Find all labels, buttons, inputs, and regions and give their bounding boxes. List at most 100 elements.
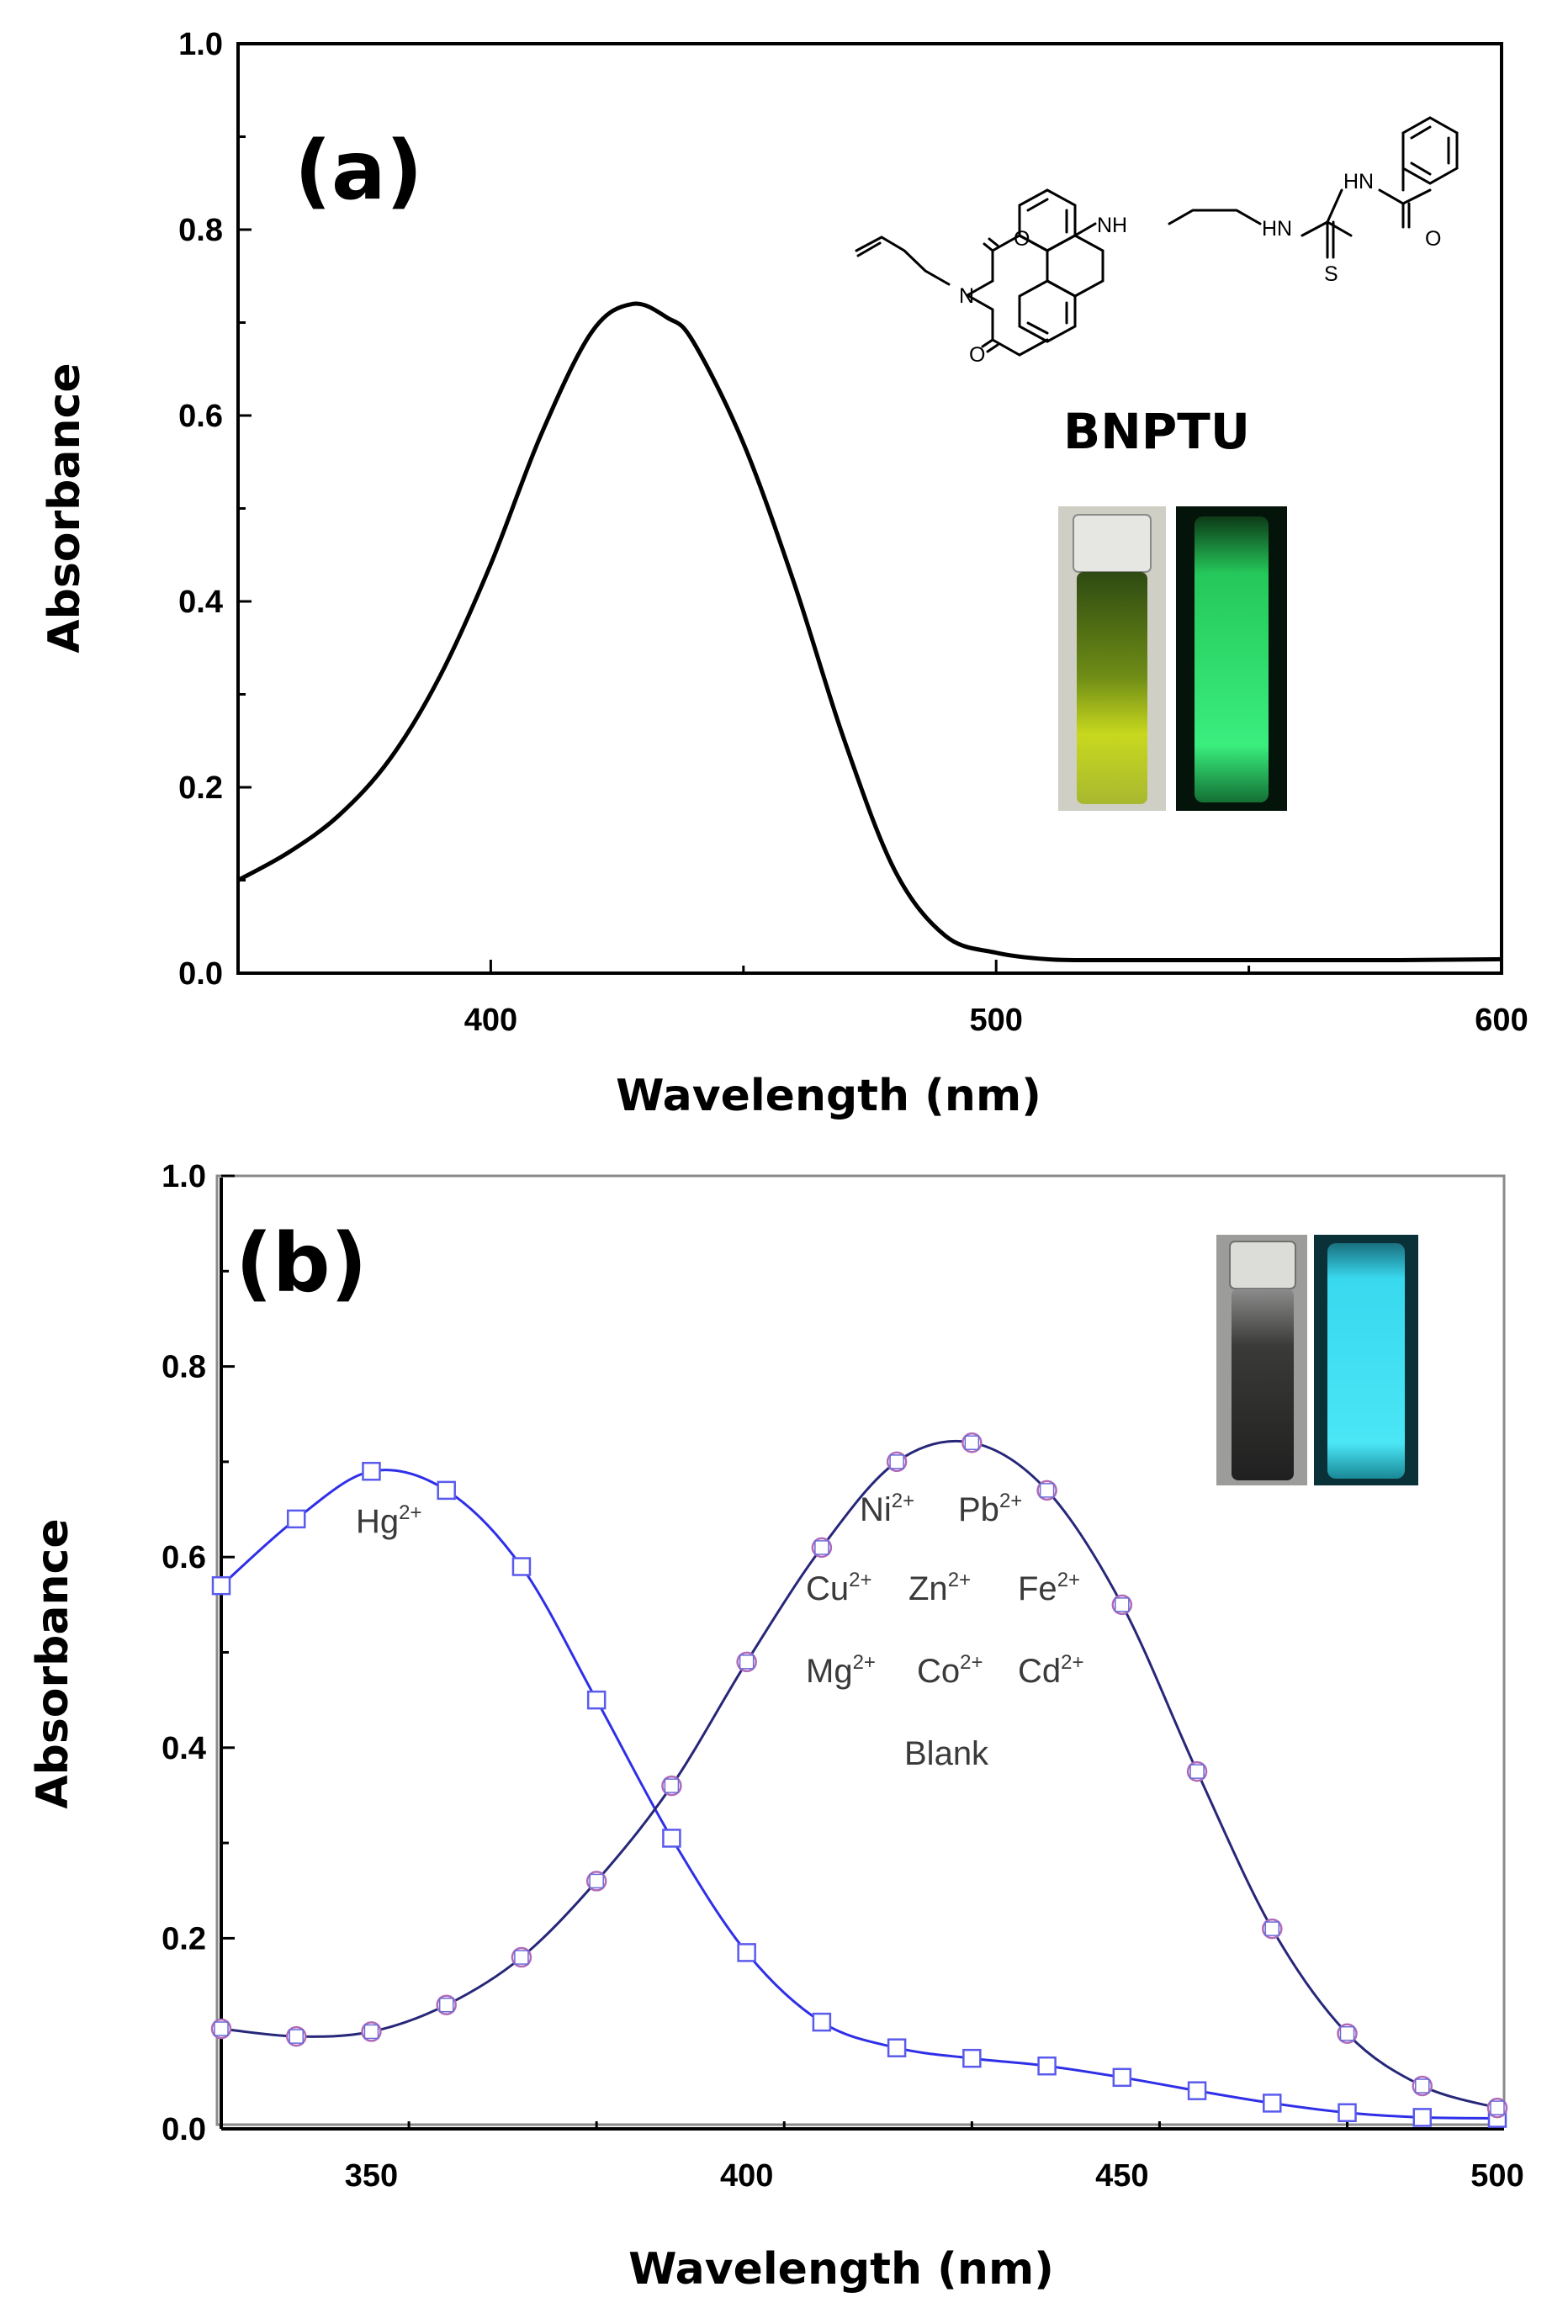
bnptu-atom-labels: O N O NH HN HN O S <box>959 170 1441 367</box>
data-point-circle <box>811 1537 833 1559</box>
data-point-square-overlay <box>1264 1921 1280 1936</box>
vial-cap-b <box>1229 1241 1296 1289</box>
x-tick-label: 500 <box>969 1003 1022 1038</box>
data-point-square-overlay <box>739 1654 755 1670</box>
ion-label-blank: Blank <box>904 1735 989 1772</box>
data-point-circle <box>736 1651 757 1673</box>
data-point-square <box>286 1509 306 1529</box>
y-tick-label: 0.8 <box>178 213 223 248</box>
data-point-square <box>1187 2081 1207 2100</box>
data-point-square-overlay <box>889 1454 904 1469</box>
panel-b-label: (b) <box>236 1216 367 1310</box>
data-point-circle <box>1111 1594 1133 1616</box>
vial-uv-cyan <box>1327 1243 1405 1479</box>
ion-label-co: Co2+ <box>917 1651 983 1690</box>
ion-label-fe: Fe2+ <box>1018 1569 1080 1607</box>
data-point-circle <box>1486 2097 1508 2119</box>
data-point-square <box>211 1575 231 1596</box>
atom-s: S <box>1324 262 1338 286</box>
data-point-square-overlay <box>1339 2025 1355 2041</box>
atom-n-imide: N <box>959 284 974 308</box>
data-point-circle <box>661 1775 682 1797</box>
data-point-circle <box>1186 1760 1208 1782</box>
data-point-circle <box>436 1994 457 2015</box>
data-point-circle <box>585 1871 607 1892</box>
data-point-circle <box>1262 1918 1283 1940</box>
data-point-square-overlay <box>1490 2100 1505 2115</box>
data-point-square <box>962 2048 982 2068</box>
panel-a-series <box>236 301 1502 963</box>
panel-a-inset-photo <box>1058 506 1287 811</box>
data-point-square <box>1112 2067 1132 2088</box>
data-point-square <box>812 2012 832 2032</box>
data-point-square-overlay <box>664 1778 680 1793</box>
panel-b-x-axis-title: Wavelength (nm) <box>628 2244 1054 2295</box>
data-point-circle <box>886 1451 908 1473</box>
y-tick-label: 0.2 <box>178 770 223 806</box>
data-point-square-overlay <box>289 2029 304 2044</box>
data-point-circle <box>511 1946 532 1968</box>
data-point-square <box>887 2038 907 2057</box>
vial-uv-green <box>1195 516 1269 802</box>
y-tick-label: 0.8 <box>162 1350 206 1385</box>
vial-daylight-clear <box>1232 1289 1294 1480</box>
x-tick-label: 350 <box>345 2158 398 2194</box>
data-point-square-overlay <box>438 1997 454 2013</box>
panel-b-series <box>210 1432 1508 2128</box>
atom-hn-upper: HN <box>1343 170 1374 193</box>
panel-a-y-axis-title: Absorbance <box>40 363 90 653</box>
data-point-circle <box>1412 2075 1433 2097</box>
panel-b: 0.0 0.2 0.4 0.6 0.8 1.0 350 400 450 500 Waveleng… <box>28 1159 1524 2295</box>
data-point-square <box>1338 2103 1357 2122</box>
data-point-square <box>437 1480 456 1501</box>
x-tick-label: 400 <box>720 2158 773 2194</box>
data-point-square-overlay <box>514 1950 529 1965</box>
data-point-square-overlay <box>363 2024 379 2040</box>
compound-name: BNPTU <box>1063 403 1250 460</box>
data-point-square <box>586 1690 607 1710</box>
ion-label-pb: Pb2+ <box>958 1490 1022 1528</box>
data-point-square-overlay <box>1039 1483 1055 1498</box>
data-point-square <box>737 1943 756 1962</box>
y-tick-label: 0.6 <box>162 1540 206 1575</box>
atom-nh: NH <box>1097 214 1127 237</box>
data-point-circle <box>210 2018 232 2040</box>
data-point-circle <box>1337 2023 1358 2044</box>
data-point-square <box>1037 2056 1057 2076</box>
atom-o-amide: O <box>1425 227 1441 251</box>
y-tick-label: 1.0 <box>178 27 223 62</box>
data-point-circle <box>361 2021 382 2042</box>
data-point-square-overlay <box>1189 1764 1205 1779</box>
panel-a-x-axis-title: Wavelength (nm) <box>616 1071 1041 1121</box>
ion-label-ni: Ni2+ <box>860 1490 914 1528</box>
data-point-square-overlay <box>1115 1597 1130 1612</box>
ion-label-cu: Cu2+ <box>806 1569 872 1607</box>
x-tick-label: 400 <box>464 1003 517 1038</box>
vial-daylight-yellow <box>1077 572 1147 804</box>
x-tick-label: 450 <box>1095 2158 1148 2194</box>
ion-annotations: Hg2+ Ni2+ Pb2+ Cu2+ Zn2+ Fe2+ Mg2+ Co2+ … <box>356 1490 1084 1772</box>
panel-a-x-tick-labels: 400 500 600 <box>464 1003 1528 1038</box>
data-point-circle <box>285 2025 307 2047</box>
data-point-square-overlay <box>964 1435 980 1450</box>
data-point-square <box>511 1557 532 1576</box>
data-point-square <box>662 1829 681 1848</box>
ion-label-zn: Zn2+ <box>908 1569 971 1607</box>
x-tick-label: 500 <box>1470 2158 1523 2194</box>
data-point-circle <box>1036 1480 1057 1501</box>
data-point-square-overlay <box>814 1540 829 1555</box>
data-point-circle <box>961 1432 983 1453</box>
y-tick-label: 0.2 <box>162 1921 206 1956</box>
ion-label-hg: Hg2+ <box>356 1501 422 1540</box>
data-point-square <box>362 1461 381 1481</box>
data-point-square <box>1263 2094 1282 2113</box>
y-tick-label: 1.0 <box>162 1159 206 1194</box>
panel-b-x-tick-labels: 350 400 450 500 <box>345 2158 1524 2194</box>
y-tick-label: 0.4 <box>178 585 223 620</box>
y-tick-label: 0.6 <box>178 399 223 434</box>
data-point-square-overlay <box>214 2021 229 2036</box>
series-line-1 <box>220 1439 1498 2110</box>
panel-a: 0.0 0.2 0.4 0.6 0.8 1.0 400 500 600 Wavelength … <box>40 27 1528 1121</box>
ion-label-cd: Cd2+ <box>1018 1651 1084 1690</box>
